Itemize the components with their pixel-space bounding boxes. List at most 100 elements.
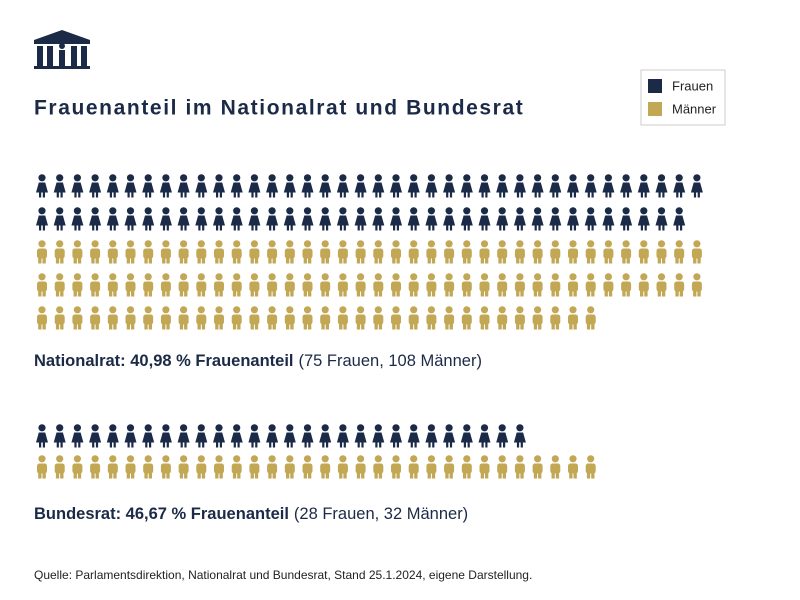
legend-label: Männer [672,101,717,116]
woman-icon [425,207,438,231]
woman-icon [390,424,402,448]
man-icon [408,455,419,479]
woman-icon [354,174,367,198]
woman-icon [496,174,509,198]
chart-title: Frauenanteil im Nationalrat und Bundesra… [34,97,524,120]
man-icon [444,306,455,330]
woman-icon [425,174,438,198]
man-icon [479,273,490,297]
man-icon [337,273,348,297]
man-icon [585,455,596,479]
man-icon [373,240,384,264]
woman-icon [602,207,615,231]
woman-icon [549,174,562,198]
woman-icon [195,424,208,448]
man-icon [656,273,667,297]
man-icon [284,240,295,264]
woman-icon [549,207,562,231]
woman-icon [36,424,48,448]
man-icon [444,240,455,264]
man-icon [125,306,136,330]
man-icon [54,273,65,297]
man-icon [37,240,47,264]
woman-icon [336,174,349,198]
woman-icon [266,207,279,231]
woman-icon [248,174,261,198]
woman-icon [372,424,385,448]
woman-icon [230,424,243,448]
man-icon [231,240,242,264]
man-icon [497,240,508,264]
woman-icon [89,174,102,198]
man-icon [444,273,455,297]
man-icon [249,273,260,297]
woman-icon [106,424,119,448]
man-icon [550,240,561,264]
man-icon [249,306,260,330]
man-icon [656,240,667,264]
man-icon [284,273,295,297]
man-icon [373,306,384,330]
woman-icon [230,207,243,231]
man-icon [638,273,649,297]
woman-icon [478,424,491,448]
man-icon [568,240,578,264]
man-icon [160,455,171,479]
man-icon [125,455,136,479]
man-icon [337,455,348,479]
man-icon [320,273,331,297]
man-icon [72,273,83,297]
woman-icon [531,207,544,231]
woman-icon [266,174,279,198]
man-icon [90,240,101,264]
woman-icon [336,424,349,448]
man-icon [426,306,437,330]
man-icon [107,240,118,264]
woman-icon [89,207,102,231]
man-icon [178,455,189,479]
legend-swatch [648,79,662,93]
man-icon [674,240,685,264]
man-icon [408,240,419,264]
man-icon [90,306,101,330]
man-icon [54,455,65,479]
legend-swatch [648,102,662,116]
woman-icon [407,174,420,198]
woman-icon [106,207,119,231]
man-icon [479,455,490,479]
woman-icon [513,424,526,448]
woman-icon [248,207,261,231]
man-icon [355,273,366,297]
woman-icon [36,207,48,231]
man-icon [550,273,561,297]
man-icon [585,306,596,330]
man-icon [408,273,419,297]
man-icon [603,273,614,297]
woman-icon [213,207,225,231]
woman-icon [71,207,84,231]
man-icon [514,306,525,330]
woman-icon [319,207,332,231]
man-icon [514,455,525,479]
man-icon [621,240,632,264]
woman-icon [301,207,314,231]
woman-icon [230,174,243,198]
man-icon [231,455,242,479]
woman-icon [496,207,509,231]
caption-bold: Nationalrat: 40,98 % Frauenanteil [34,352,294,370]
man-icon [72,240,83,264]
woman-icon [71,174,84,198]
woman-icon [372,174,385,198]
man-icon [125,273,136,297]
man-icon [691,273,702,297]
man-icon [90,273,101,297]
man-icon [267,306,278,330]
woman-icon [159,174,172,198]
woman-icon [319,174,332,198]
man-icon [125,240,136,264]
woman-icon [319,424,332,448]
man-icon [391,455,401,479]
man-icon [284,306,295,330]
man-icon [107,273,118,297]
